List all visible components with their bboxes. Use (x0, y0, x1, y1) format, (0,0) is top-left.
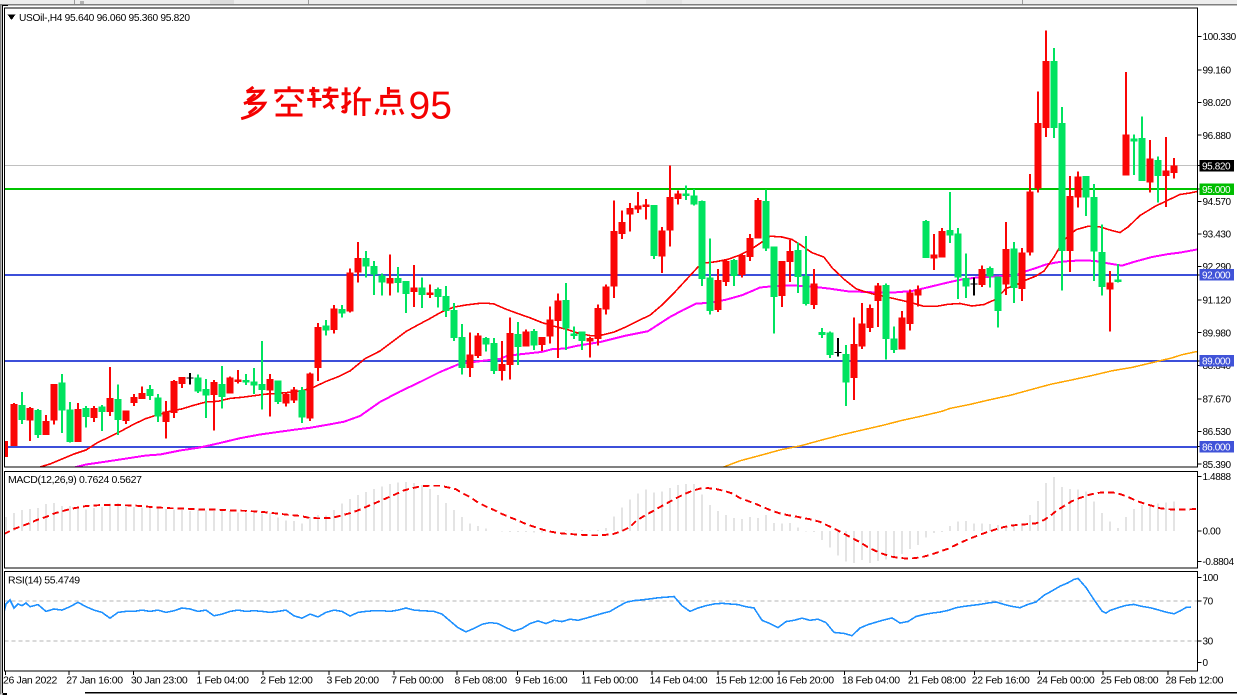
svg-text:-0.8804: -0.8804 (1203, 557, 1235, 568)
svg-text:95.000: 95.000 (1202, 185, 1231, 196)
svg-text:91.120: 91.120 (1203, 296, 1232, 307)
svg-text:15 Feb 12:00: 15 Feb 12:00 (716, 675, 774, 687)
svg-text:96.880: 96.880 (1203, 131, 1232, 142)
svg-text:24 Feb 00:00: 24 Feb 00:00 (1037, 675, 1095, 687)
svg-text:7 Feb 00:00: 7 Feb 00:00 (391, 675, 444, 687)
svg-text:RSI(14) 55.4749: RSI(14) 55.4749 (8, 575, 80, 587)
svg-text:89.980: 89.980 (1203, 328, 1232, 339)
svg-text:92.000: 92.000 (1202, 271, 1231, 282)
svg-text:70: 70 (1203, 597, 1214, 608)
svg-text:MACD(12,26,9) 0.7624 0.5627: MACD(12,26,9) 0.7624 0.5627 (8, 474, 142, 486)
svg-text:95.820: 95.820 (1202, 161, 1231, 172)
svg-text:85.390: 85.390 (1203, 460, 1232, 471)
svg-text:USOil-,H4 95.640 96.060 95.36: USOil-,H4 95.640 96.060 95.360 95.820 (19, 13, 190, 24)
svg-text:3 Feb 20:00: 3 Feb 20:00 (327, 675, 380, 687)
svg-text:11 Feb 00:00: 11 Feb 00:00 (581, 675, 638, 687)
svg-text:1.4888: 1.4888 (1203, 472, 1232, 483)
svg-text:22 Feb 16:00: 22 Feb 16:00 (972, 675, 1030, 687)
svg-text:86.530: 86.530 (1203, 427, 1232, 438)
svg-text:25 Feb 08:00: 25 Feb 08:00 (1101, 675, 1159, 687)
svg-text:27 Jan 16:00: 27 Jan 16:00 (66, 675, 123, 687)
svg-text:30: 30 (1203, 637, 1214, 648)
svg-text:2 Feb 12:00: 2 Feb 12:00 (260, 675, 313, 687)
svg-text:16 Feb 20:00: 16 Feb 20:00 (776, 675, 834, 687)
svg-text:100: 100 (1203, 573, 1219, 584)
svg-text:98.020: 98.020 (1203, 98, 1232, 109)
svg-text:0.00: 0.00 (1203, 527, 1222, 538)
svg-text:8 Feb 08:00: 8 Feb 08:00 (455, 675, 508, 687)
svg-text:1 Feb 04:00: 1 Feb 04:00 (196, 675, 249, 687)
svg-text:9 Feb 16:00: 9 Feb 16:00 (515, 675, 568, 687)
svg-text:14 Feb 04:00: 14 Feb 04:00 (650, 675, 708, 687)
svg-text:92.290: 92.290 (1203, 262, 1232, 273)
svg-text:99.160: 99.160 (1203, 66, 1232, 77)
svg-text:0: 0 (1203, 658, 1209, 669)
svg-text:86.000: 86.000 (1202, 443, 1231, 454)
svg-text:21 Feb 08:00: 21 Feb 08:00 (908, 675, 966, 687)
svg-text:18 Feb 04:00: 18 Feb 04:00 (842, 675, 900, 687)
svg-text:28 Feb 12:00: 28 Feb 12:00 (1165, 675, 1223, 687)
svg-text:94.570: 94.570 (1203, 197, 1232, 208)
svg-text:26 Jan 2022: 26 Jan 2022 (3, 675, 57, 687)
svg-text:95: 95 (409, 85, 452, 128)
svg-text:89.000: 89.000 (1202, 357, 1231, 368)
svg-text:93.430: 93.430 (1203, 230, 1232, 241)
svg-text:87.670: 87.670 (1203, 395, 1232, 406)
svg-text:100.330: 100.330 (1203, 32, 1237, 43)
svg-text:30 Jan 23:00: 30 Jan 23:00 (131, 675, 188, 687)
